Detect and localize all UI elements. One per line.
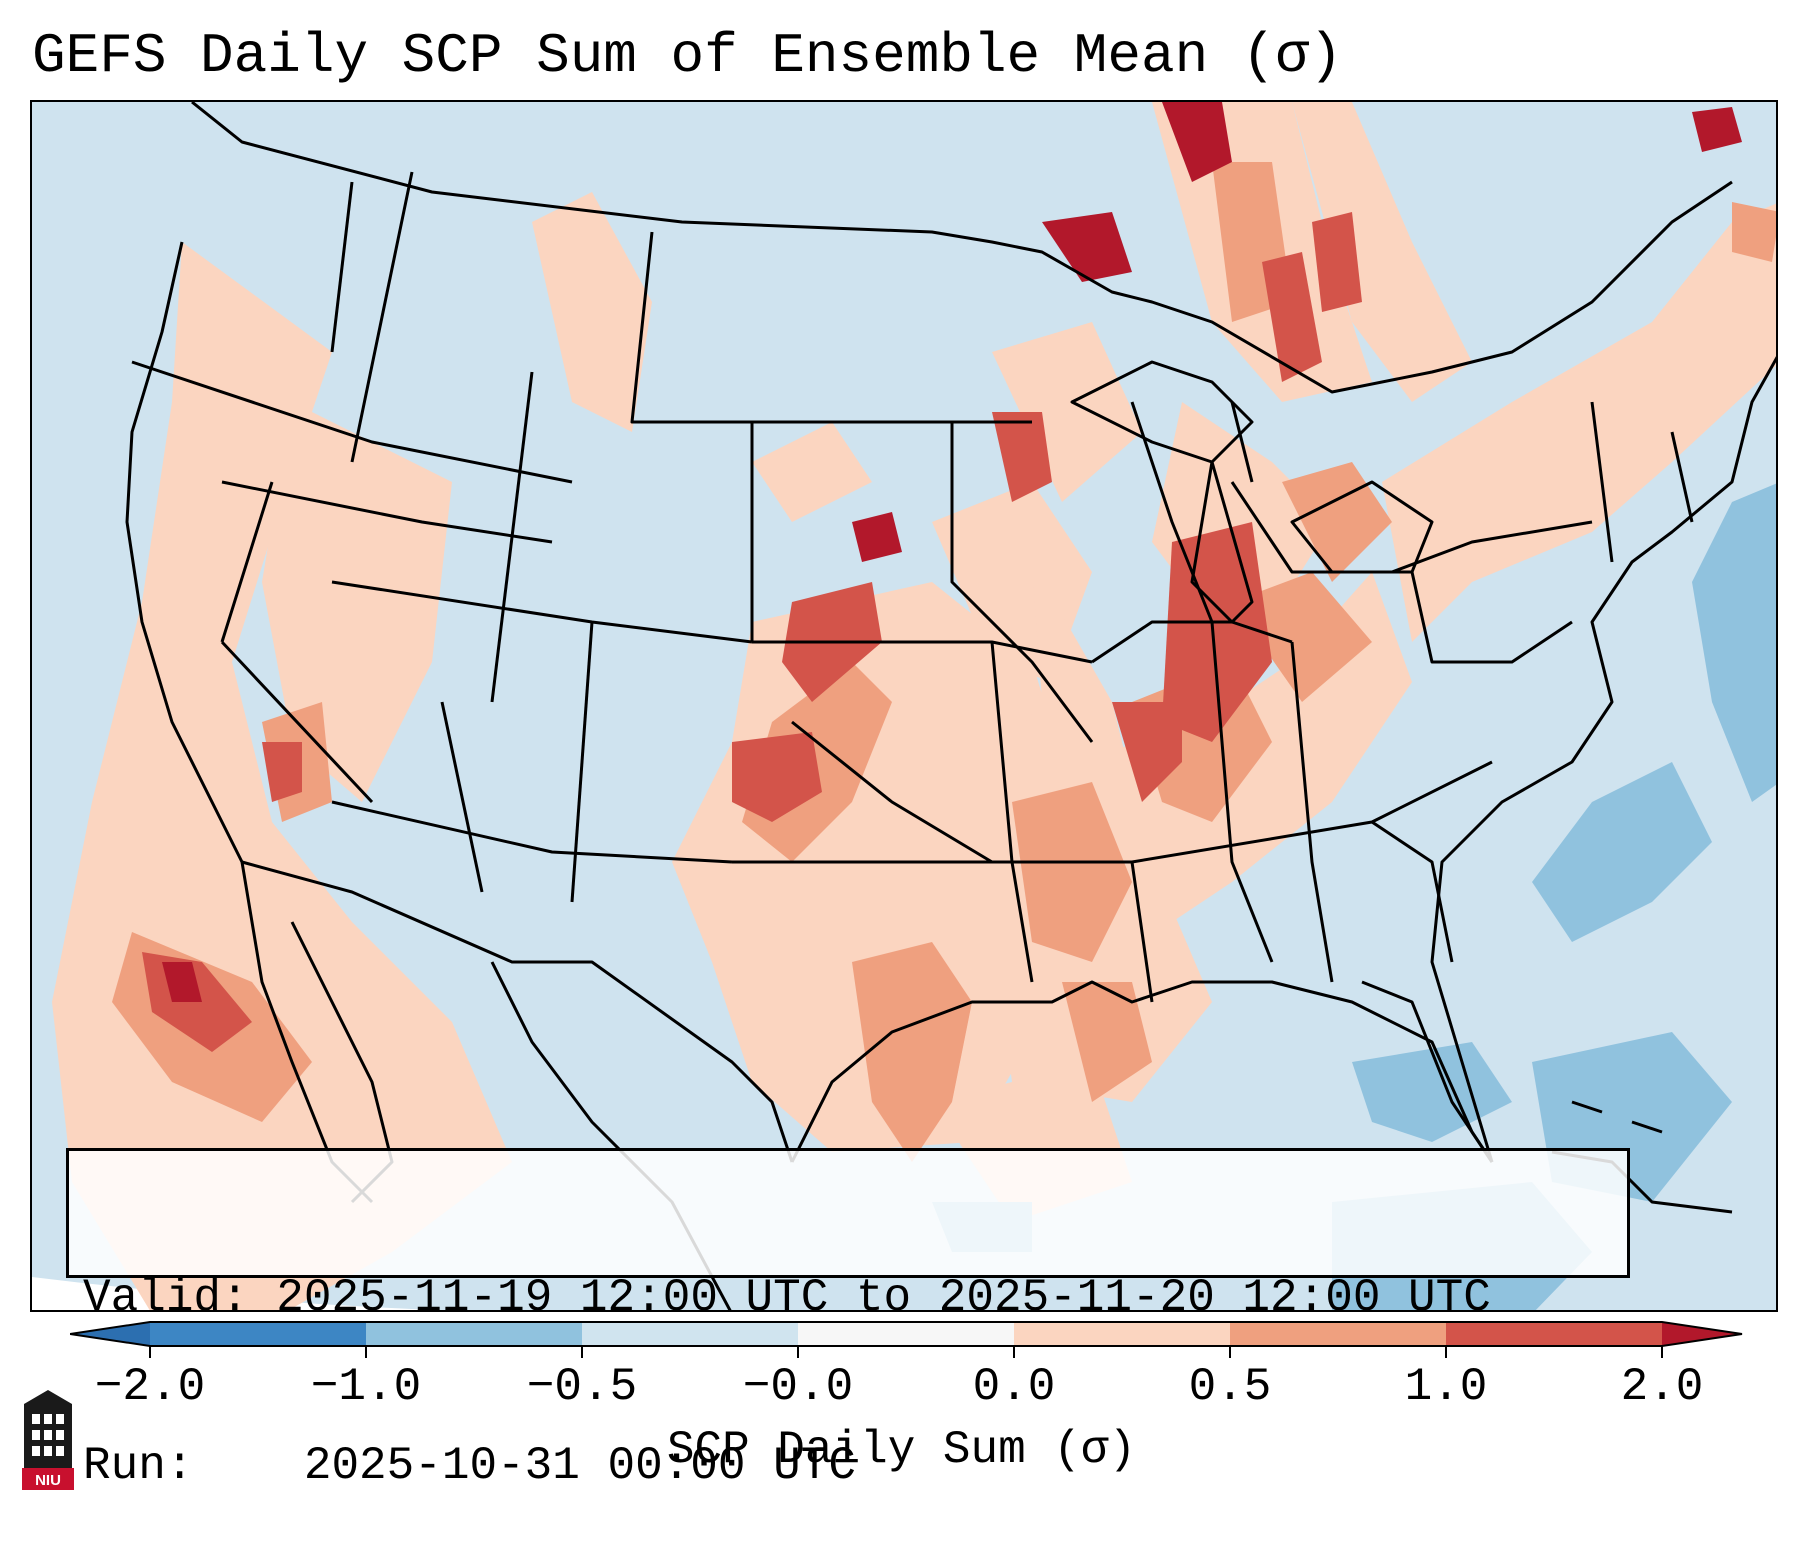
colorbar-tick-label: 0.0	[972, 1361, 1056, 1413]
valid-value: 2025-11-19 12:00 UTC to 2025-11-20 12:00…	[276, 1272, 1491, 1324]
valid-run-info-box: Valid: 2025-11-19 12:00 UTC to 2025-11-2…	[66, 1148, 1630, 1492]
scp-field-above-2	[162, 102, 1742, 1002]
valid-label: Valid:	[83, 1272, 249, 1324]
logo-band	[22, 1468, 74, 1490]
colorbar-over-arrow	[1662, 1322, 1742, 1346]
colorbar-bin	[582, 1322, 798, 1346]
boundaries	[125, 102, 1776, 1310]
colorbar-bin	[1014, 1322, 1230, 1346]
colorbar-under-arrow	[70, 1322, 150, 1346]
colorbar-tick-label: −0.5	[526, 1361, 638, 1413]
colorbar-bin	[1446, 1322, 1662, 1346]
colorbar-tick-label: −0.0	[742, 1361, 854, 1413]
colorbar-bin	[1230, 1322, 1446, 1346]
colorbar-tick-label: 1.0	[1404, 1361, 1488, 1413]
colorbar-bin	[366, 1322, 582, 1346]
logo-windows	[32, 1414, 64, 1456]
colorbar-bin	[150, 1322, 366, 1346]
run-label: Run:	[83, 1440, 194, 1492]
colorbar-bin	[798, 1322, 1014, 1346]
colorbar	[70, 1321, 1743, 1358]
run-value: 2025-10-31 00:00 UTC	[303, 1440, 856, 1492]
scp-map	[32, 102, 1776, 1310]
colorbar-tick-label: −1.0	[310, 1361, 422, 1413]
run-row: Run: 2025-10-31 00:00 UTC	[83, 1438, 1613, 1494]
map-title: GEFS Daily SCP Sum of Ensemble Mean (σ)	[32, 24, 1343, 88]
projection-edge	[32, 1277, 435, 1310]
colorbar-tick-label: 2.0	[1620, 1361, 1704, 1413]
colorbar-tick-label: 0.5	[1188, 1361, 1272, 1413]
colorbar-label: SCP Daily Sum (σ)	[666, 1424, 1137, 1476]
colorbar-ticks	[149, 1346, 1663, 1358]
colorbar-tick-label: −2.0	[94, 1361, 206, 1413]
logo-text: NIU	[35, 1472, 61, 1489]
logo-tower-icon	[24, 1390, 72, 1468]
niu-logo: NIU	[22, 1390, 74, 1490]
valid-row: Valid: 2025-11-19 12:00 UTC to 2025-11-2…	[83, 1270, 1613, 1326]
map-panel	[30, 100, 1778, 1312]
